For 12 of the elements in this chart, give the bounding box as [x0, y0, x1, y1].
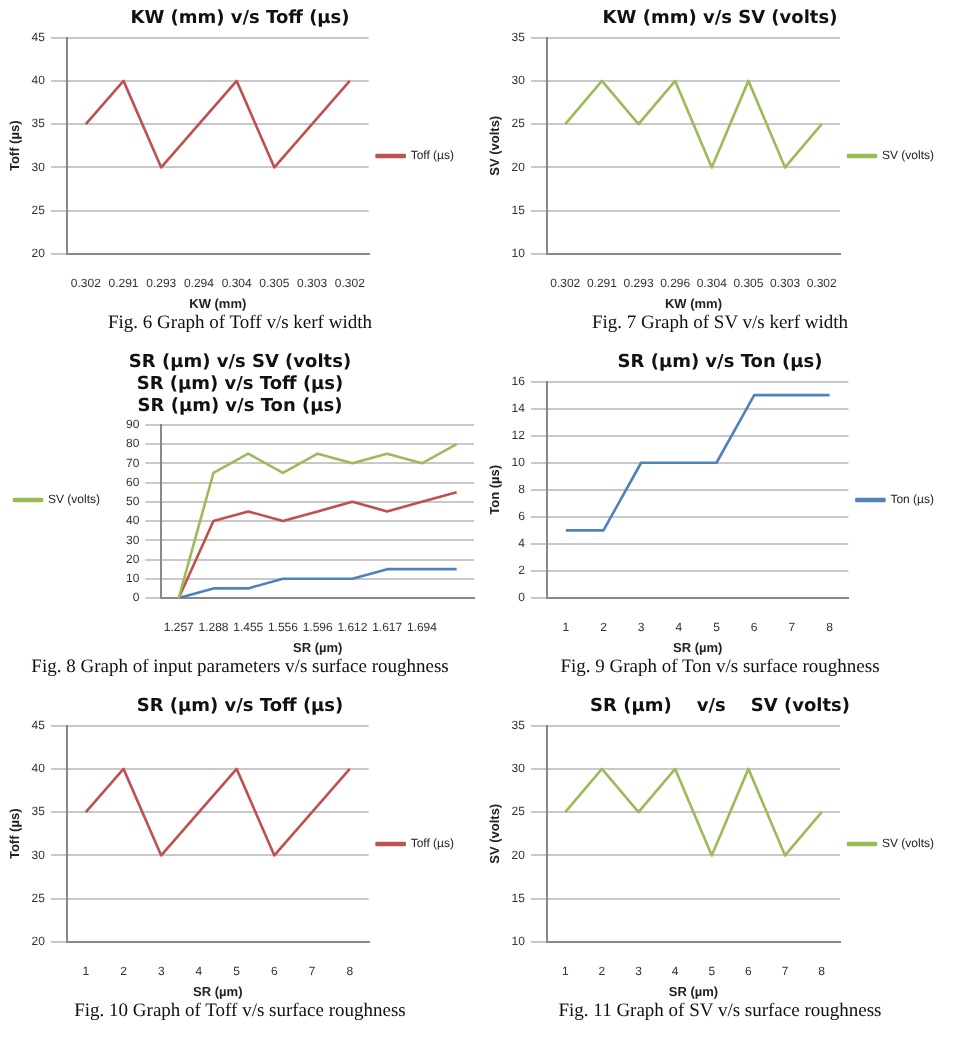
chart-title: KW (mm) v/s Toff (µs): [130, 9, 350, 30]
chart-title: SR (µm) v/s Ton (µs): [617, 353, 823, 374]
caption: Fig. 7 Graph of SV v/s kerf width: [591, 312, 849, 336]
chart-title: SR (µm) v/s SV (volts): [590, 697, 850, 718]
caption: Fig. 8 Graph of input parameters v/s surface roughness: [31, 656, 449, 680]
caption: Fig. 11 Graph of SV v/s surface roughness: [558, 1000, 882, 1024]
chart-title: KW (mm) v/s SV (volts): [602, 9, 838, 30]
chart-title: SR (µm) v/s SV (volts) SR (µm) v/s Toff (µs) SR (µm) v/s Ton (µs): [128, 353, 352, 417]
caption: Fig. 9 Graph of Ton v/s surface roughness: [560, 656, 880, 680]
caption: Fig. 6 Graph of Toff v/s kerf width: [108, 312, 372, 336]
chart-title: SR (µm) v/s Toff (µs): [136, 697, 344, 718]
caption: Fig. 10 Graph of Toff v/s surface roughness: [74, 1000, 406, 1024]
